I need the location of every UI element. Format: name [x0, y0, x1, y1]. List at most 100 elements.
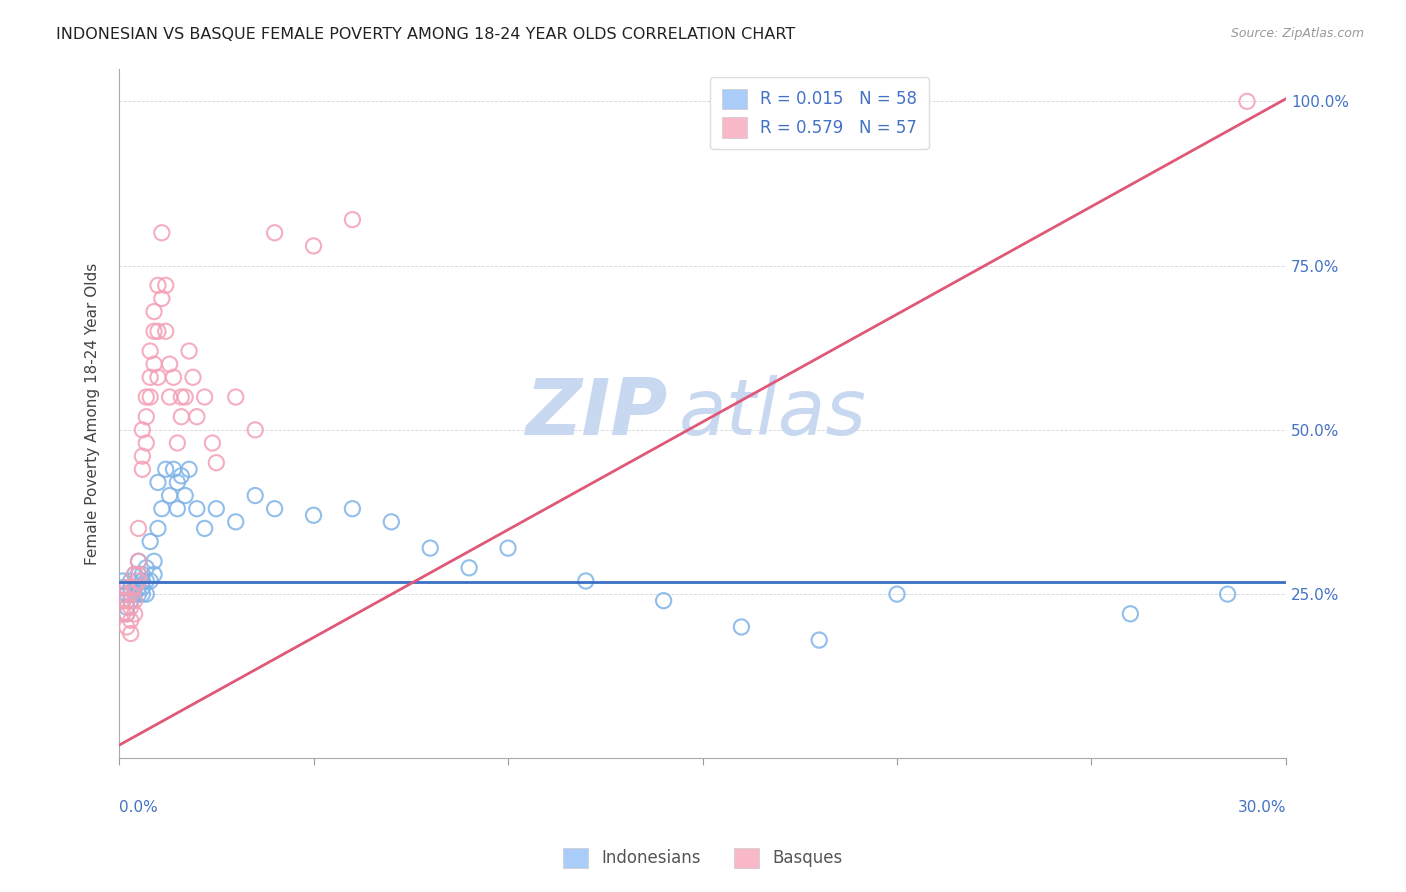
Point — [1119, 607, 1142, 621]
Point — [150, 226, 173, 240]
Point — [128, 554, 150, 568]
Point — [124, 593, 146, 607]
Point — [177, 462, 200, 476]
Point — [143, 554, 166, 568]
Point — [162, 370, 184, 384]
Point — [115, 581, 138, 595]
Point — [155, 462, 177, 476]
Point — [146, 370, 169, 384]
Point — [120, 593, 142, 607]
Point — [201, 436, 224, 450]
Point — [135, 574, 157, 588]
Point — [131, 581, 153, 595]
Point — [115, 607, 138, 621]
Point — [128, 521, 150, 535]
Point — [302, 239, 325, 253]
Point — [111, 593, 134, 607]
Point — [225, 515, 247, 529]
Point — [245, 423, 267, 437]
Point — [139, 574, 162, 588]
Point — [131, 587, 153, 601]
Point — [143, 324, 166, 338]
Point — [155, 324, 177, 338]
Point — [143, 357, 166, 371]
Point — [181, 370, 204, 384]
Point — [166, 475, 188, 490]
Point — [162, 462, 184, 476]
Point — [124, 581, 146, 595]
Point — [186, 409, 208, 424]
Point — [120, 574, 142, 588]
Point — [128, 567, 150, 582]
Point — [225, 390, 247, 404]
Point — [170, 390, 193, 404]
Point — [380, 515, 402, 529]
Point — [886, 587, 908, 601]
Text: 30.0%: 30.0% — [1237, 800, 1286, 814]
Point — [120, 600, 142, 615]
Point — [124, 567, 146, 582]
Point — [419, 541, 441, 555]
Text: atlas: atlas — [679, 376, 868, 451]
Point — [166, 501, 188, 516]
Point — [131, 423, 153, 437]
Point — [159, 357, 181, 371]
Point — [146, 521, 169, 535]
Point — [124, 587, 146, 601]
Point — [808, 633, 831, 648]
Point — [115, 593, 138, 607]
Point — [263, 226, 285, 240]
Point — [131, 567, 153, 582]
Point — [128, 567, 150, 582]
Text: Source: ZipAtlas.com: Source: ZipAtlas.com — [1230, 27, 1364, 40]
Point — [135, 587, 157, 601]
Point — [458, 561, 481, 575]
Point — [124, 567, 146, 582]
Point — [111, 607, 134, 621]
Point — [263, 501, 285, 516]
Point — [174, 489, 197, 503]
Point — [120, 626, 142, 640]
Point — [177, 344, 200, 359]
Point — [128, 574, 150, 588]
Point — [135, 390, 157, 404]
Text: 0.0%: 0.0% — [120, 800, 157, 814]
Point — [128, 554, 150, 568]
Point — [115, 600, 138, 615]
Point — [115, 587, 138, 601]
Point — [1216, 587, 1239, 601]
Point — [139, 534, 162, 549]
Point — [111, 587, 134, 601]
Point — [135, 436, 157, 450]
Point — [194, 521, 217, 535]
Point — [205, 456, 228, 470]
Point — [131, 462, 153, 476]
Point — [194, 390, 217, 404]
Point — [131, 574, 153, 588]
Point — [135, 409, 157, 424]
Point — [159, 390, 181, 404]
Point — [174, 390, 197, 404]
Point — [131, 449, 153, 463]
Point — [166, 436, 188, 450]
Point — [111, 581, 134, 595]
Point — [124, 581, 146, 595]
Point — [139, 390, 162, 404]
Point — [496, 541, 519, 555]
Point — [120, 587, 142, 601]
Point — [205, 501, 228, 516]
Point — [730, 620, 752, 634]
Point — [170, 409, 193, 424]
Point — [135, 561, 157, 575]
Point — [159, 489, 181, 503]
Point — [128, 587, 150, 601]
Point — [124, 607, 146, 621]
Point — [146, 278, 169, 293]
Point — [120, 613, 142, 627]
Point — [652, 593, 675, 607]
Point — [128, 581, 150, 595]
Point — [139, 344, 162, 359]
Legend: R = 0.015   N = 58, R = 0.579   N = 57: R = 0.015 N = 58, R = 0.579 N = 57 — [710, 77, 928, 149]
Point — [150, 501, 173, 516]
Point — [115, 620, 138, 634]
